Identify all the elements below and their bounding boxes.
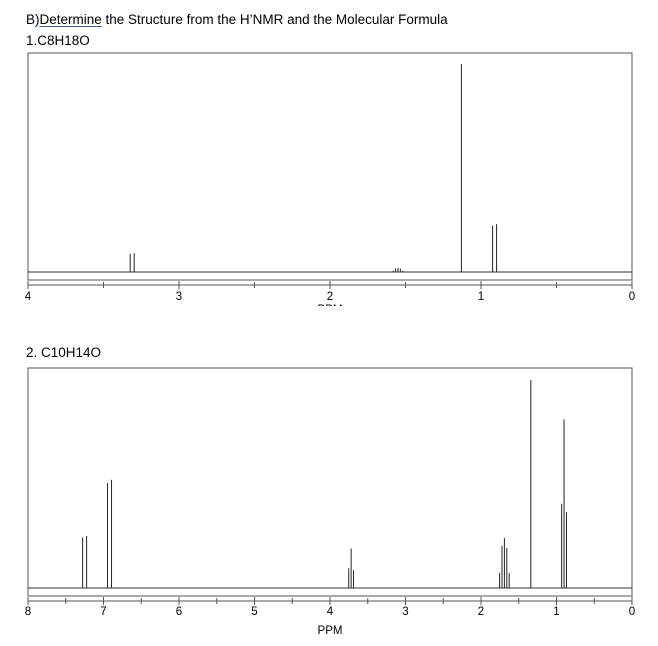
tick-label: 3: [176, 291, 182, 303]
tick-label: 2: [478, 606, 484, 618]
tick-label: 2: [327, 291, 333, 303]
tick-label: 6: [176, 606, 182, 618]
tick-label: 5: [251, 606, 257, 618]
peak-1: [129, 253, 135, 272]
tick-label: 3: [402, 606, 408, 618]
peak-4: [499, 538, 510, 588]
peak-1: [82, 536, 88, 588]
peak-4: [492, 224, 498, 272]
peak-6: [561, 419, 567, 588]
tick-label: 1: [553, 606, 559, 618]
tick-label: 4: [327, 606, 334, 618]
title-underlined-word: Determine: [39, 12, 102, 27]
tick-label: 7: [100, 606, 106, 618]
spectrum-2: 8 7 6 5 4 3 2 1 0 PPM: [25, 367, 635, 637]
problem-2-label: 2. C10H14O: [26, 345, 102, 360]
tick-label: 0: [629, 291, 635, 303]
title-prefix: B): [26, 12, 40, 27]
tick-label: 8: [25, 606, 31, 618]
x-axis-title: PPM: [318, 625, 343, 637]
peak-3: [348, 548, 355, 588]
problem-1-label: 1.C8H18O: [26, 33, 90, 48]
x-axis-title: PPM: [318, 304, 343, 316]
peak-2: [392, 267, 404, 272]
plot-frame: [27, 52, 633, 281]
problem-title: B)Determine the Structure from the H’NMR…: [26, 12, 448, 28]
tick-label: 0: [629, 606, 635, 618]
spectrum-1: 4 3 2 1 0 PPM: [25, 52, 635, 316]
tick-label: 1: [478, 291, 484, 303]
peak-2: [107, 479, 113, 588]
title-rest: the Structure from the H’NMR and the Mol…: [101, 12, 448, 27]
plot-frame: [27, 367, 633, 597]
tick-label: 4: [25, 291, 32, 303]
